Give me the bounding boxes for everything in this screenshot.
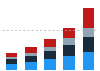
Bar <box>63 45 75 56</box>
Bar <box>83 37 94 52</box>
Bar <box>25 56 37 62</box>
Bar <box>83 8 94 28</box>
Bar <box>6 57 17 59</box>
Bar <box>44 47 56 51</box>
Bar <box>25 47 37 53</box>
Bar <box>63 28 75 38</box>
Bar <box>63 56 75 70</box>
Bar <box>44 39 56 47</box>
Bar <box>6 64 17 70</box>
Bar <box>6 59 17 64</box>
Bar <box>83 28 94 37</box>
Bar <box>6 53 17 57</box>
Bar <box>44 59 56 70</box>
Bar <box>44 51 56 59</box>
Bar <box>63 38 75 45</box>
Bar <box>83 52 94 70</box>
Bar <box>25 62 37 70</box>
Bar <box>25 53 37 56</box>
